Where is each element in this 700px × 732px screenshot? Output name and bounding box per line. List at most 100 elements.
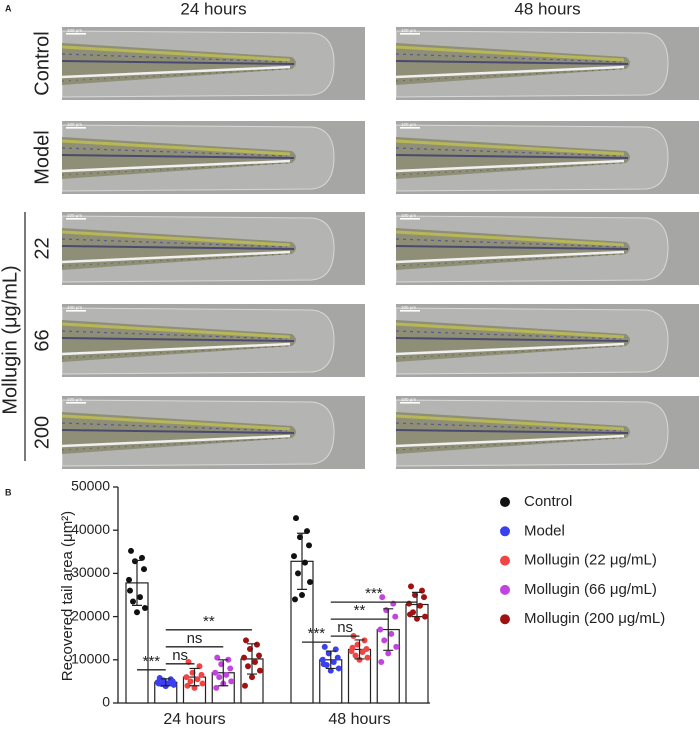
row-label: Model bbox=[31, 130, 53, 184]
data-point bbox=[320, 661, 327, 668]
y-tick-label: 40000 bbox=[71, 521, 110, 537]
data-point bbox=[330, 658, 337, 665]
error-bar bbox=[132, 559, 142, 606]
legend-label: Mollugin (66 μg/mL) bbox=[524, 581, 657, 598]
significance-label: *** bbox=[365, 585, 383, 602]
microscopy-image bbox=[62, 121, 365, 194]
data-point bbox=[228, 678, 235, 685]
data-point bbox=[295, 570, 301, 577]
data-point bbox=[213, 684, 220, 691]
scale-bar-label: 100 μm bbox=[67, 122, 82, 127]
data-point bbox=[407, 611, 413, 618]
data-point bbox=[155, 680, 162, 687]
data-point bbox=[241, 654, 247, 661]
y-tick-label: 10000 bbox=[71, 651, 110, 667]
error-bar bbox=[412, 591, 422, 618]
significance-label: *** bbox=[143, 653, 161, 670]
data-point bbox=[227, 665, 234, 672]
data-point bbox=[199, 680, 206, 687]
data-point bbox=[356, 656, 363, 663]
legend-marker bbox=[500, 497, 510, 507]
data-point bbox=[291, 553, 297, 560]
data-point bbox=[327, 667, 334, 674]
legend-label: Mollugin (200 μg/mL) bbox=[524, 610, 665, 627]
error-bar bbox=[247, 643, 257, 675]
error-bar bbox=[297, 532, 307, 590]
data-point bbox=[245, 663, 251, 670]
data-point bbox=[214, 654, 221, 661]
y-tick-label: 20000 bbox=[71, 607, 110, 623]
data-point bbox=[302, 559, 308, 566]
data-point bbox=[216, 674, 223, 681]
panel-b: B 0 10000 20000 30000 40000 50000 Recovered tai… bbox=[5, 478, 665, 729]
significance-label: ** bbox=[203, 613, 215, 630]
data-point bbox=[254, 641, 260, 648]
significance-label: ** bbox=[354, 602, 366, 619]
legend-label: Model bbox=[524, 522, 565, 539]
data-point bbox=[170, 681, 177, 688]
data-point bbox=[304, 528, 310, 535]
y-tick-label: 0 bbox=[102, 694, 110, 710]
row-label: 22 bbox=[31, 237, 53, 259]
error-bar bbox=[354, 639, 365, 660]
error-bar bbox=[218, 659, 229, 687]
legend-label: Control bbox=[524, 493, 572, 510]
significance-label: ns bbox=[337, 619, 353, 636]
data-point bbox=[126, 576, 132, 583]
data-point bbox=[134, 609, 140, 616]
error-bar bbox=[189, 667, 200, 687]
data-point bbox=[393, 643, 400, 650]
data-point bbox=[422, 613, 428, 620]
row-label: 200 bbox=[31, 416, 53, 449]
data-point bbox=[334, 654, 341, 661]
data-point bbox=[128, 547, 134, 554]
data-point bbox=[381, 637, 388, 644]
legend-marker bbox=[500, 555, 510, 566]
legend-marker bbox=[500, 614, 510, 625]
error-bar bbox=[160, 678, 171, 687]
data-point bbox=[242, 682, 248, 689]
data-point bbox=[306, 542, 312, 549]
data-point bbox=[385, 650, 392, 657]
microscopy-image bbox=[396, 212, 699, 285]
x-tick-label: 48 hours bbox=[328, 711, 390, 728]
data-point bbox=[130, 598, 136, 605]
data-point bbox=[243, 637, 249, 644]
scale-bar-label: 100 μm bbox=[67, 397, 82, 402]
data-point bbox=[321, 643, 328, 650]
data-point bbox=[421, 594, 427, 601]
data-point bbox=[249, 674, 255, 681]
data-point bbox=[212, 669, 219, 676]
legend-label: Mollugin (22 μg/mL) bbox=[524, 552, 657, 569]
data-point bbox=[359, 649, 366, 656]
scale-bar-label: 100 μm bbox=[401, 397, 416, 402]
column-title: 48 hours bbox=[514, 0, 580, 18]
error-bar bbox=[325, 650, 336, 670]
data-point bbox=[127, 587, 133, 594]
microscopy-image bbox=[396, 27, 699, 100]
microscopy-image bbox=[62, 27, 365, 100]
panel-a: A 24 hours 48 hours Control 100 μm 100 μm Mode… bbox=[0, 0, 699, 469]
panel-label: A bbox=[5, 3, 12, 13]
data-point bbox=[256, 652, 262, 659]
data-point bbox=[377, 626, 384, 633]
microscopy-image bbox=[396, 304, 699, 377]
data-point bbox=[414, 615, 420, 622]
significance-label: ns bbox=[187, 630, 203, 647]
data-point bbox=[142, 604, 148, 611]
data-point bbox=[299, 592, 305, 598]
scale-bar-label: 100 μm bbox=[401, 213, 416, 218]
data-point bbox=[257, 667, 263, 674]
scale-bar-label: 100 μm bbox=[67, 213, 82, 218]
data-point bbox=[141, 566, 147, 573]
data-point bbox=[183, 674, 190, 681]
data-point bbox=[184, 682, 191, 689]
data-point bbox=[139, 554, 145, 561]
data-point bbox=[293, 515, 299, 522]
y-axis-title: Recovered tail area (μm²) bbox=[59, 511, 76, 681]
group-label: Mollugin (μg/mL) bbox=[0, 265, 21, 414]
data-point bbox=[378, 658, 385, 665]
row-label: Control bbox=[31, 31, 53, 95]
panel-label: B bbox=[5, 487, 12, 497]
